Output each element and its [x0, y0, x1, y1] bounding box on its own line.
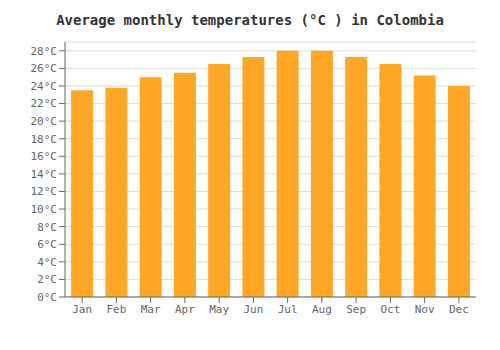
svg-text:May: May [209, 303, 229, 316]
svg-text:Mar: Mar [141, 303, 161, 316]
svg-text:10°C: 10°C [31, 203, 58, 216]
svg-text:6°C: 6°C [37, 238, 57, 251]
svg-text:Apr: Apr [175, 303, 195, 316]
svg-text:Aug: Aug [312, 303, 332, 316]
svg-text:Oct: Oct [380, 303, 400, 316]
svg-text:16°C: 16°C [31, 150, 58, 163]
svg-text:Jan: Jan [72, 303, 92, 316]
svg-text:12°C: 12°C [31, 185, 58, 198]
svg-text:Jun: Jun [243, 303, 263, 316]
svg-text:Nov: Nov [415, 303, 435, 316]
svg-text:18°C: 18°C [31, 133, 58, 146]
svg-text:28°C: 28°C [31, 45, 58, 58]
svg-text:2°C: 2°C [37, 273, 57, 286]
svg-text:Jul: Jul [278, 303, 298, 316]
html-text:Average monthly temperatures (: Average monthly temperatures (°C ) in Co… [56, 12, 444, 28]
svg-text:0°C: 0°C [37, 291, 57, 304]
svg-text:Sep: Sep [346, 303, 366, 316]
svg-text:8°C: 8°C [37, 221, 57, 234]
svg-text:4°C: 4°C [37, 256, 57, 269]
svg-text:24°C: 24°C [31, 80, 58, 93]
svg-text:20°C: 20°C [31, 115, 58, 128]
svg-text:22°C: 22°C [31, 97, 58, 110]
svg-text:26°C: 26°C [31, 62, 58, 75]
svg-text:14°C: 14°C [31, 168, 58, 181]
svg-text:Feb: Feb [106, 303, 126, 316]
svg-text:Dec: Dec [449, 303, 469, 316]
